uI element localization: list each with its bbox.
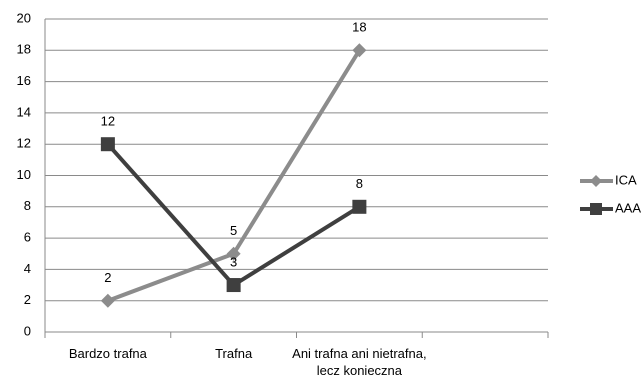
y-tick-label: 10: [17, 167, 31, 182]
y-tick-label: 14: [17, 104, 31, 119]
data-point: [352, 199, 367, 214]
data-point: [100, 137, 115, 152]
data-point: [100, 293, 115, 308]
x-tick-label: Ani trafna ani nietrafna, lecz konieczna: [292, 346, 427, 378]
legend-label: AAA: [615, 200, 641, 215]
data-label: 12: [101, 114, 115, 129]
x-tick-label: Trafna: [215, 346, 253, 361]
legend-label: ICA: [615, 172, 637, 187]
data-label: 8: [356, 176, 363, 191]
data-label: 3: [230, 254, 237, 269]
y-tick-label: 18: [17, 42, 31, 57]
legend-marker: [590, 203, 602, 215]
data-point: [226, 278, 241, 293]
legend-marker: [590, 175, 602, 187]
data-label: 5: [230, 223, 237, 238]
x-tick-label: Bardzo trafna: [68, 346, 147, 361]
y-tick-label: 20: [17, 10, 31, 25]
y-tick-label: 4: [24, 261, 31, 276]
y-tick-label: 6: [24, 230, 31, 245]
y-tick-label: 8: [24, 198, 31, 213]
y-tick-label: 2: [24, 292, 31, 307]
data-label: 18: [352, 20, 366, 35]
data-label: 2: [104, 270, 111, 285]
y-tick-label: 12: [17, 136, 31, 151]
y-tick-label: 0: [24, 323, 31, 338]
data-point: [352, 43, 367, 58]
data-point: [226, 246, 241, 261]
y-tick-label: 16: [17, 73, 31, 88]
